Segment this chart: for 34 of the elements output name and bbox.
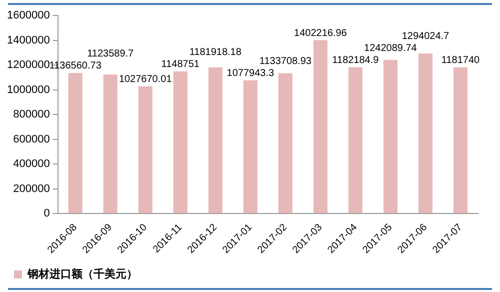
data-label: 1181918.18 [189, 47, 242, 58]
data-label: 1294024.7 [402, 31, 450, 42]
data-label: 1136560.73 [49, 60, 102, 72]
bar [103, 74, 118, 214]
bar [313, 40, 328, 214]
bar [383, 60, 398, 214]
bar [138, 86, 152, 214]
y-tick-label: 1400000 [6, 34, 50, 46]
data-label: 1077943.3 [226, 68, 274, 79]
bar [348, 67, 362, 214]
y-tick-label: 200000 [13, 182, 50, 195]
data-label: 1402216.96 [294, 28, 348, 39]
y-tick-label: 400000 [13, 158, 50, 170]
bar [173, 71, 188, 214]
bar [243, 80, 258, 214]
legend-label: 钢材进口额（千美元） [26, 268, 138, 281]
y-tick-label: 1000000 [6, 84, 50, 96]
y-tick-label: 0 [44, 208, 50, 220]
bar [68, 72, 82, 214]
data-label: 1148751 [161, 59, 200, 70]
data-label: 1181740 [441, 55, 480, 66]
bar [453, 67, 468, 214]
bar [208, 67, 222, 214]
bar [278, 73, 292, 214]
y-tick-label: 600000 [13, 133, 50, 146]
y-tick-label: 1200000 [6, 59, 50, 72]
y-tick-label: 800000 [13, 108, 50, 121]
data-label: 1133708.93 [259, 56, 312, 67]
y-tick-label: 1600000 [6, 10, 50, 22]
data-label: 1182184.9 [332, 55, 380, 66]
data-label: 1123589.7 [87, 48, 134, 60]
data-label: 1027670.01 [118, 74, 172, 86]
data-label: 1242089.74 [364, 43, 418, 54]
bar [418, 53, 432, 214]
